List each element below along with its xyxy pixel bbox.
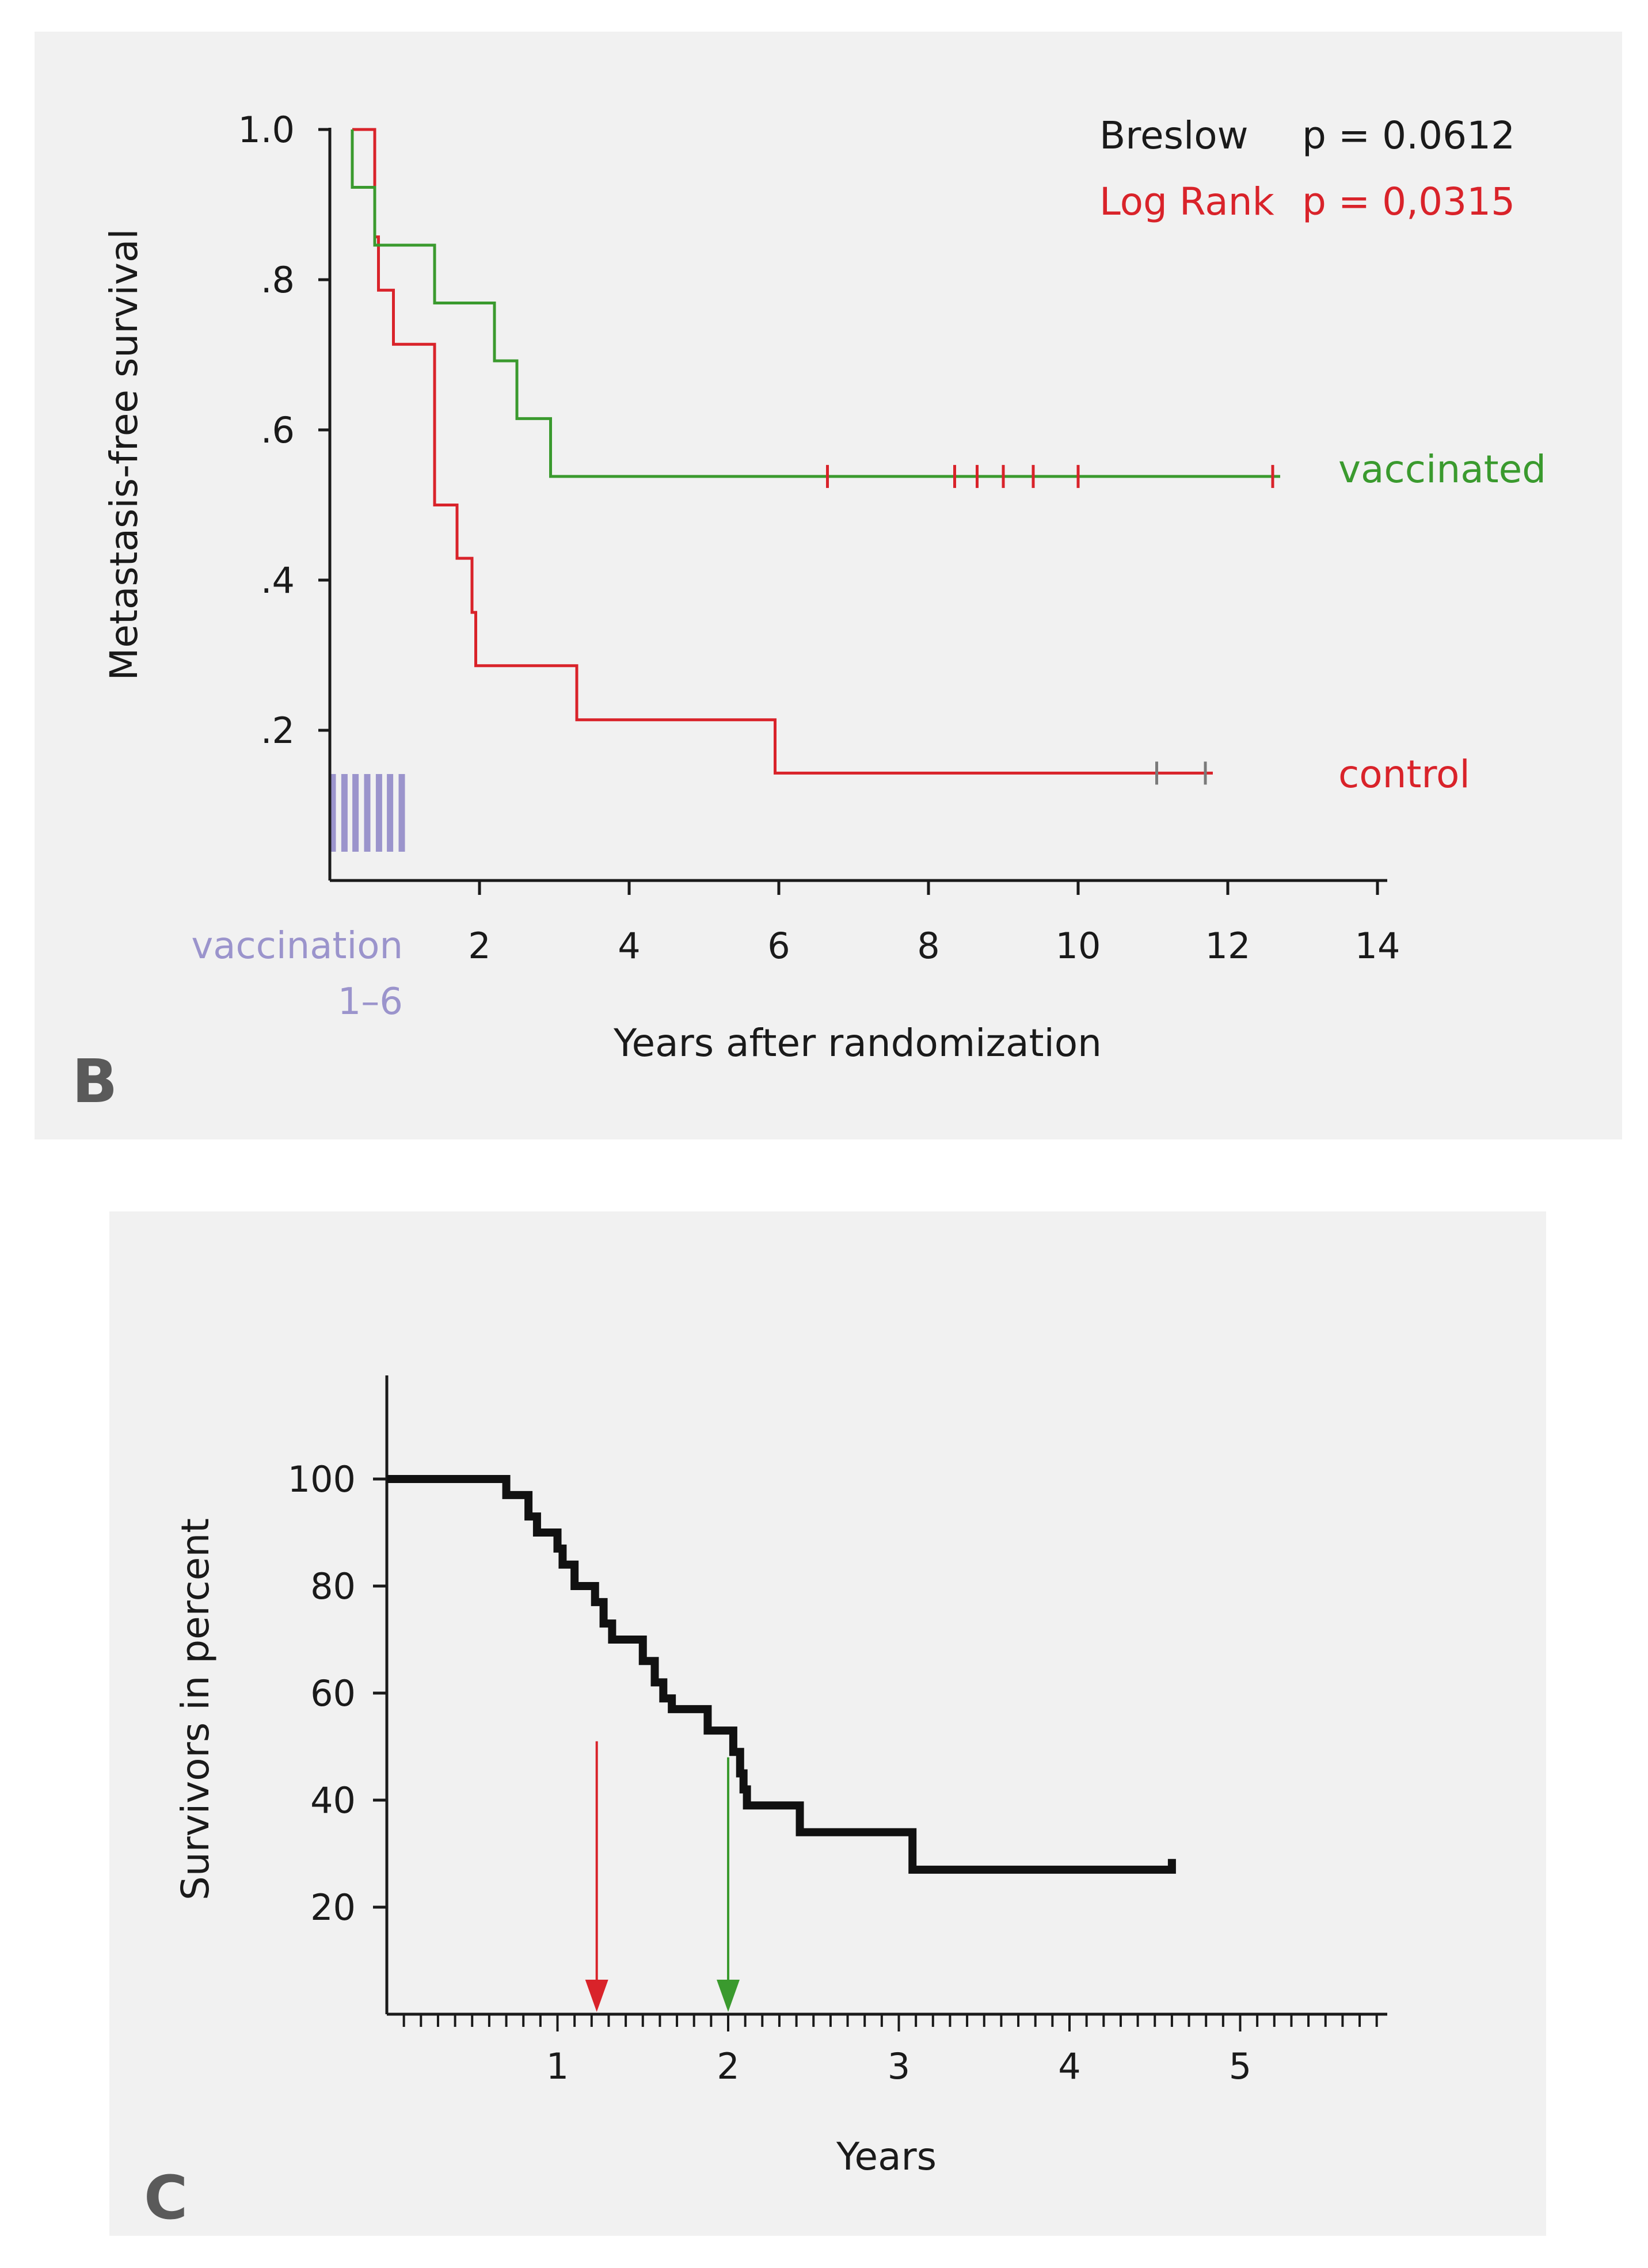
panel-b-background <box>35 32 1622 1139</box>
panel-b-x-axis-label: Years after randomization <box>613 1021 1102 1065</box>
x-tick-label: 2 <box>717 2045 739 2087</box>
x-tick-label: 2 <box>468 925 490 967</box>
panel-c-x-axis-label: Years <box>836 2134 937 2179</box>
panel-b-series <box>351 128 1280 775</box>
y-tick-label: 40 <box>310 1779 356 1821</box>
x-tick-label: 4 <box>1058 2045 1080 2087</box>
x-tick-label: 6 <box>767 925 790 967</box>
breslow-label: Breslow <box>1099 113 1249 158</box>
y-tick-label: .8 <box>261 259 295 301</box>
y-tick-label: .4 <box>261 559 295 601</box>
breslow-p-value: p = 0.0612 <box>1302 113 1515 158</box>
panel-c-arrows <box>585 1741 740 2012</box>
y-tick-label: .6 <box>261 409 295 451</box>
x-tick-label: 4 <box>618 925 640 967</box>
x-tick-label: 8 <box>917 925 939 967</box>
y-tick-label: 20 <box>310 1886 356 1928</box>
y-tick-label: .2 <box>261 710 295 752</box>
panel-c-series <box>387 1475 1176 1874</box>
panel-label-b: B <box>72 1046 117 1116</box>
x-tick-label: 5 <box>1229 2045 1251 2087</box>
x-tick-label: 1 <box>546 2045 569 2087</box>
y-tick-label: 1.0 <box>238 109 295 151</box>
log-rank-p-value: p = 0,0315 <box>1302 180 1515 224</box>
vaccination-label: vaccination <box>191 925 403 967</box>
series-line-vaccinated <box>351 129 1280 478</box>
panel-b: 1.0 .8 .6 .4 .2 2 4 6 8 10 12 14 Metastasis-free s… <box>35 32 1622 1139</box>
y-tick-label: 100 <box>288 1458 356 1500</box>
panel-b-y-ticks: 1.0 .8 .6 .4 .2 <box>238 109 330 752</box>
vaccination-range-label: 1–6 <box>338 981 403 1023</box>
panel-c-y-axis-label: Survivors in percent <box>173 1518 218 1900</box>
panel-b-y-axis-label: Metastasis-free survival <box>102 228 146 680</box>
arrow-head <box>585 1980 608 2012</box>
x-tick-label: 3 <box>888 2045 910 2087</box>
panel-label-c: C <box>144 2163 188 2233</box>
log-rank-label: Log Rank <box>1099 180 1275 224</box>
panel-c-x-ticks: 1 2 3 4 5 <box>402 2014 1378 2087</box>
series-label-control: control <box>1338 752 1470 796</box>
panel-b-x-ticks: 2 4 6 8 10 12 14 <box>468 880 1400 967</box>
y-tick-label: 80 <box>310 1565 356 1607</box>
series-label-vaccinated: vaccinated <box>1338 447 1546 491</box>
vaccination-markers <box>329 774 405 852</box>
x-tick-label: 14 <box>1355 925 1400 967</box>
arrow-head <box>717 1980 740 2012</box>
panel-c: 100 80 60 40 20 1 2 3 4 5 Survivors in percent Y… <box>109 1211 1546 2236</box>
y-tick-label: 60 <box>310 1672 356 1714</box>
panel-b-censor-marks <box>826 464 1274 785</box>
panel-c-y-ticks: 100 80 60 40 20 <box>288 1458 387 1928</box>
x-tick-label: 10 <box>1056 925 1101 967</box>
series-line-survival <box>387 1475 1176 1874</box>
panel-c-background <box>109 1211 1546 2236</box>
x-tick-label: 12 <box>1205 925 1251 967</box>
